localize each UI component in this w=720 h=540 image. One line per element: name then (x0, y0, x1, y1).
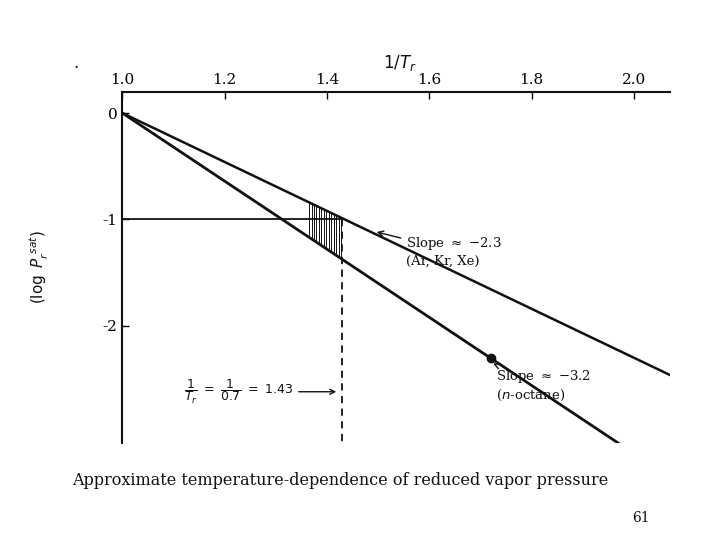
Text: $\dfrac{1}{T_r}\ =\ \dfrac{1}{0.7}\ =\ 1.43$: $\dfrac{1}{T_r}\ =\ \dfrac{1}{0.7}\ =\ 1… (184, 378, 335, 406)
Text: Approximate temperature-dependence of reduced vapor pressure: Approximate temperature-dependence of re… (72, 472, 608, 489)
Text: ·: · (73, 58, 78, 77)
Text: 61: 61 (632, 511, 649, 525)
Text: $1/T_r$: $1/T_r$ (383, 53, 416, 73)
Text: $(\log\ P_r^{\ sat})$: $(\log\ P_r^{\ sat})$ (28, 231, 51, 304)
Text: Slope $\approx$ −2.3
(Ar, Kr, Xe): Slope $\approx$ −2.3 (Ar, Kr, Xe) (378, 231, 502, 267)
Text: Slope $\approx$ −3.2
($n$-octane): Slope $\approx$ −3.2 ($n$-octane) (495, 364, 590, 403)
